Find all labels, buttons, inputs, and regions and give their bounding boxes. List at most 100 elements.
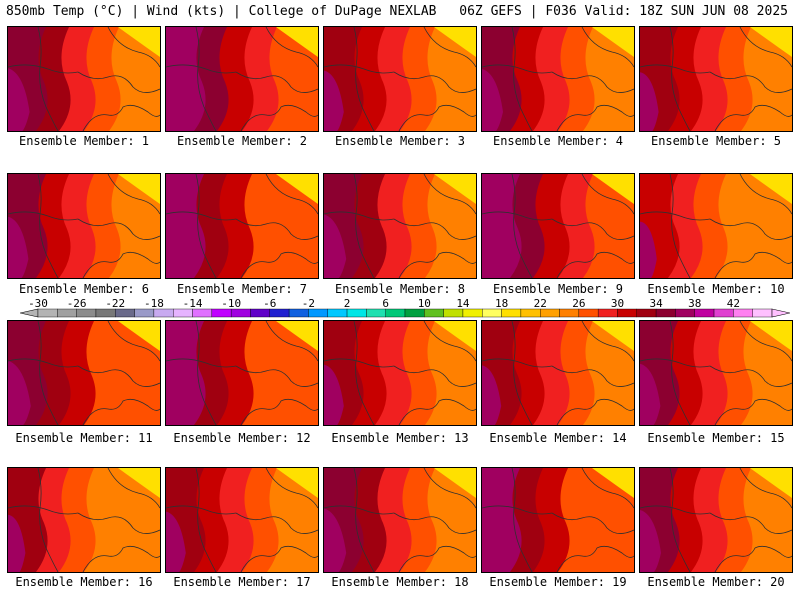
- colorbar-swatch: [675, 308, 695, 318]
- colorbar-tick-label: -6: [263, 298, 276, 310]
- colorbar-swatch: [366, 308, 386, 318]
- colorbar-tick-label: -30: [28, 298, 48, 310]
- ensemble-member-label: Ensemble Member: 8: [334, 282, 466, 296]
- colorbar-tick-label: -2: [302, 298, 315, 310]
- colorbar-swatch: [288, 308, 309, 318]
- colorbar-swatch: [733, 308, 753, 318]
- ensemble-map-panel: [481, 320, 635, 426]
- ensemble-map-panel: [165, 173, 319, 279]
- ensemble-map-panel: [165, 467, 319, 573]
- colorbar-swatch: [269, 308, 290, 318]
- ensemble-map-panel: [323, 467, 477, 573]
- colorbar-swatch: [76, 308, 97, 318]
- ensemble-member-label: Ensemble Member: 1: [18, 134, 150, 148]
- ensemble-map-panel: [323, 26, 477, 132]
- colorbar-tick-label: 42: [727, 298, 740, 310]
- colorbar-swatch: [308, 308, 328, 318]
- temperature-field: [166, 468, 318, 572]
- colorbar-tick-label: 2: [344, 298, 351, 310]
- colorbar-swatch: [462, 308, 483, 318]
- map-title: 850mb Temp (°C) | Wind (kts) | College o…: [6, 4, 437, 19]
- ensemble-member-label: Ensemble Member: 4: [492, 134, 624, 148]
- colorbar-swatch: [134, 308, 155, 318]
- ensemble-member-label: Ensemble Member: 16: [15, 575, 153, 589]
- colorbar-swatch: [404, 308, 425, 318]
- ensemble-member-label: Ensemble Member: 5: [650, 134, 782, 148]
- colorbar-tick-label: 22: [534, 298, 547, 310]
- ensemble-map-panel: [7, 467, 161, 573]
- ensemble-map-panel: [639, 320, 793, 426]
- temperature-field: [640, 468, 792, 572]
- colorbar-tick-label: -22: [105, 298, 125, 310]
- colorbar-swatch: [211, 308, 232, 318]
- temperature-field: [8, 321, 160, 425]
- colorbar-tick-label: 18: [495, 298, 508, 310]
- colorbar-swatch: [482, 308, 502, 318]
- ensemble-member-label: Ensemble Member: 14: [489, 431, 627, 445]
- colorbar-tick-label: 6: [382, 298, 389, 310]
- temperature-field: [8, 27, 160, 131]
- colorbar-swatch: [655, 308, 676, 318]
- temperature-field: [166, 27, 318, 131]
- temperature-field: [8, 468, 160, 572]
- temperature-field: [324, 174, 476, 278]
- ensemble-member-label: Ensemble Member: 3: [334, 134, 466, 148]
- colorbar-swatch: [694, 308, 715, 318]
- colorbar-swatch: [636, 308, 657, 318]
- colorbar-swatch: [443, 308, 464, 318]
- colorbar-swatch: [559, 308, 580, 318]
- colorbar-tick-label: 26: [572, 298, 585, 310]
- temperature-field: [482, 321, 634, 425]
- colorbar-swatch: [192, 308, 213, 318]
- colorbar-swatch: [617, 308, 637, 318]
- colorbar-swatch: [153, 308, 174, 318]
- ensemble-map-panel: [7, 320, 161, 426]
- colorbar-swatch: [501, 308, 522, 318]
- temperature-field: [166, 321, 318, 425]
- colorbar-swatch: [346, 308, 367, 318]
- colorbar-swatch: [713, 308, 734, 318]
- colorbar-swatch: [752, 308, 773, 318]
- colorbar-swatch: [115, 308, 135, 318]
- colorbar-right-arrow: [771, 308, 790, 318]
- temperature-field: [482, 174, 634, 278]
- ensemble-map-panel: [7, 173, 161, 279]
- colorbar-tick-label: 30: [611, 298, 624, 310]
- colorbar-tick-label: -18: [144, 298, 164, 310]
- ensemble-map-panel: [165, 320, 319, 426]
- temperature-field: [8, 174, 160, 278]
- colorbar-swatch: [37, 308, 58, 318]
- ensemble-member-label: Ensemble Member: 11: [15, 431, 153, 445]
- ensemble-map-panel: [481, 26, 635, 132]
- ensemble-map-panel: [481, 173, 635, 279]
- ensemble-member-label: Ensemble Member: 9: [492, 282, 624, 296]
- colorbar-swatch: [250, 308, 270, 318]
- temperature-field: [482, 27, 634, 131]
- ensemble-member-label: Ensemble Member: 12: [173, 431, 311, 445]
- colorbar-swatch: [327, 308, 348, 318]
- ensemble-map-panel: [7, 26, 161, 132]
- colorbar-tick-label: -26: [67, 298, 87, 310]
- colorbar-tick-label: 34: [649, 298, 663, 310]
- ensemble-member-label: Ensemble Member: 7: [176, 282, 308, 296]
- colorbar-tick-label: 38: [688, 298, 701, 310]
- ensemble-member-label: Ensemble Member: 19: [489, 575, 627, 589]
- colorbar-swatch: [57, 308, 77, 318]
- ensemble-member-label: Ensemble Member: 18: [331, 575, 469, 589]
- ensemble-map-panel: [639, 173, 793, 279]
- colorbar-swatch: [424, 308, 444, 318]
- colorbar-tick-label: 10: [418, 298, 431, 310]
- temperature-colorbar: -30 -26 -22 -18 -14 -10 -6 -2 2 6 10 14 18 22 26 30 34 38…: [20, 298, 790, 318]
- temperature-field: [324, 468, 476, 572]
- colorbar-swatch: [578, 308, 599, 318]
- colorbar-tick-label: -14: [183, 298, 203, 310]
- colorbar-swatch: [520, 308, 541, 318]
- colorbar-tick-label: 14: [456, 298, 470, 310]
- ensemble-member-label: Ensemble Member: 10: [647, 282, 785, 296]
- colorbar-swatch: [597, 308, 618, 318]
- temperature-field: [324, 27, 476, 131]
- temperature-field: [640, 174, 792, 278]
- ensemble-map-panel: [639, 26, 793, 132]
- colorbar-swatch: [230, 308, 251, 318]
- colorbar-tick-label: -10: [221, 298, 241, 310]
